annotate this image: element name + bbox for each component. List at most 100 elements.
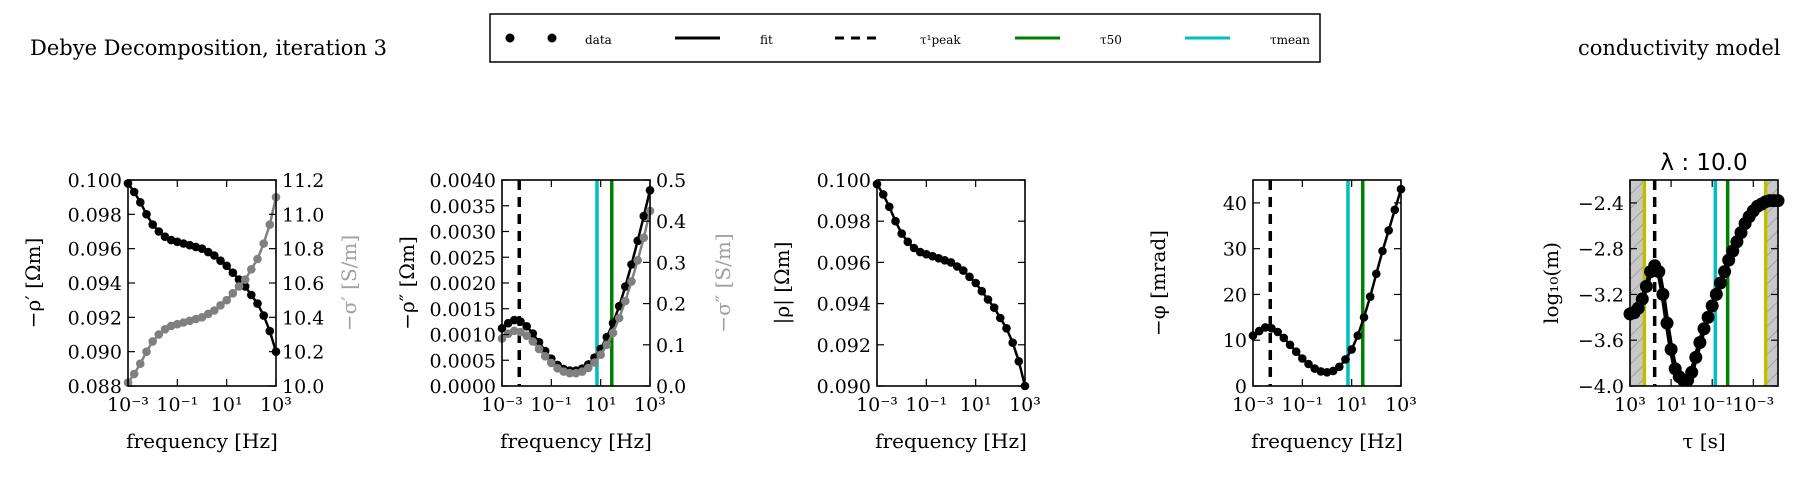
- data-point: [1639, 279, 1653, 293]
- y-tick-label: 0: [1235, 376, 1247, 398]
- data-point: [1378, 246, 1387, 256]
- data-point: [1335, 362, 1344, 372]
- shaded-region: [1630, 180, 1645, 386]
- data-point: [1713, 276, 1727, 290]
- y-tick-label-right: 11.0: [282, 204, 324, 226]
- y-tick-label-right: 0.4: [656, 211, 686, 233]
- data-point: [897, 229, 906, 238]
- data-point: [534, 337, 544, 347]
- series-line: [501, 210, 652, 375]
- data-point: [228, 268, 238, 278]
- y-tick-label-right: 0.1: [656, 335, 686, 357]
- y-tick-label-right: 0.0: [656, 376, 686, 398]
- y-tick-label-right: 10.8: [282, 239, 324, 261]
- data-point: [614, 301, 624, 311]
- data-point: [253, 254, 262, 264]
- legend: data fit τ¹peak τ50 τmean: [489, 13, 1321, 63]
- data-point: [639, 211, 649, 221]
- x-tick-label: 10³: [1614, 394, 1646, 416]
- data-point: [142, 347, 151, 357]
- legend-marker: [547, 33, 557, 43]
- data-point: [608, 328, 618, 338]
- data-point: [534, 344, 544, 354]
- x-tick-label: 10¹: [585, 394, 617, 416]
- x-tick-label: 10¹: [960, 394, 992, 416]
- data-point: [247, 265, 256, 274]
- x-tick-label: 10¹: [1655, 394, 1687, 416]
- data-point: [516, 317, 525, 326]
- data-point: [1701, 310, 1715, 324]
- data-point: [1693, 336, 1707, 349]
- data-point: [1384, 226, 1393, 235]
- data-point: [996, 313, 1005, 323]
- legend-item: τ¹peak: [835, 33, 961, 47]
- legend-label: τmean: [1270, 33, 1310, 47]
- y-tick-label: 0.0010: [430, 325, 496, 347]
- y-tick-label: 0.0030: [430, 222, 496, 244]
- data-point: [547, 358, 556, 368]
- data-point: [952, 262, 962, 271]
- data-point: [1697, 322, 1711, 336]
- data-point: [1002, 324, 1011, 333]
- data-point: [1660, 316, 1674, 330]
- data-point: [1689, 350, 1703, 364]
- x-tick-label: 10⁻¹: [530, 394, 572, 416]
- data-point: [1390, 205, 1400, 215]
- chart-panel-phase: 10⁻³ 10⁻¹ 10¹ 10³ 0 10 20 30 40 frequency [Hz] −φ …: [1146, 179, 1417, 453]
- plot-frame: [876, 179, 1026, 387]
- data-point: [136, 359, 145, 369]
- data-point: [1709, 287, 1723, 301]
- x-tick-label: 10³: [260, 394, 292, 416]
- legend-item: fit: [675, 33, 773, 47]
- y-tick-label-right: 10.2: [282, 342, 324, 364]
- data-point: [522, 331, 531, 341]
- data-point: [265, 220, 275, 229]
- data-point: [259, 239, 269, 248]
- chart-panel-rho_imag: 10⁻³ 10⁻¹ 10¹ 10³ 0.0000 0.0005 0.0010 0.0015 0.…: [395, 170, 735, 453]
- y-tick-label-right: 10.4: [282, 307, 324, 329]
- data-point: [1267, 324, 1276, 333]
- data-point: [142, 210, 151, 219]
- data-point: [1341, 355, 1350, 364]
- y-axis-label-right: −σ′ [S/m]: [337, 235, 361, 331]
- y-tick-label: 0.094: [68, 273, 122, 295]
- data-point: [516, 327, 525, 337]
- data-point: [1664, 342, 1678, 356]
- legend-label: data: [585, 33, 612, 47]
- data-point: [234, 282, 244, 291]
- data-point: [210, 251, 219, 260]
- x-tick-label: 10⁻³: [856, 394, 898, 416]
- legend-label: fit: [760, 33, 773, 47]
- y-tick-label: 0.092: [68, 307, 122, 329]
- x-tick-label: 10⁻¹: [1281, 394, 1323, 416]
- x-axis-label: frequency [Hz]: [875, 429, 1027, 453]
- data-point: [1285, 340, 1295, 350]
- y-tick-label-right: 0.5: [656, 170, 686, 192]
- data-point: [1718, 265, 1732, 279]
- y-tick-label-right: 10.6: [282, 273, 324, 295]
- data-point: [1304, 359, 1313, 369]
- chart-panel-rho_real: 10⁻³ 10⁻¹ 10¹ 10³ 0.088 0.090 0.092 0.094 0.096 0…: [21, 170, 361, 453]
- series-line: [875, 183, 1027, 387]
- data-point: [891, 216, 900, 226]
- data-point: [216, 301, 225, 310]
- data-point: [1372, 269, 1381, 279]
- y-tick-label: 40: [1223, 193, 1247, 215]
- x-tick-label: 10⁻³: [1732, 394, 1774, 416]
- data-point: [965, 272, 974, 282]
- y-tick-label: 0.0000: [430, 376, 496, 398]
- data-point: [222, 295, 231, 305]
- data-point: [528, 337, 538, 346]
- data-point: [265, 326, 275, 336]
- y-tick-label: 10: [1223, 330, 1247, 352]
- legend-marker: [505, 33, 515, 43]
- y-axis-label: −φ [mrad]: [1146, 230, 1170, 336]
- y-tick-label-right: 0.3: [656, 252, 686, 274]
- data-point: [946, 258, 956, 267]
- data-point: [903, 237, 913, 247]
- y-axis-label: |ρ| [Ωm]: [770, 242, 795, 325]
- data-point: [148, 220, 157, 229]
- figure-title-right: conductivity model: [1578, 36, 1781, 60]
- x-axis-label: τ [s]: [1682, 429, 1725, 453]
- data-point: [602, 340, 612, 350]
